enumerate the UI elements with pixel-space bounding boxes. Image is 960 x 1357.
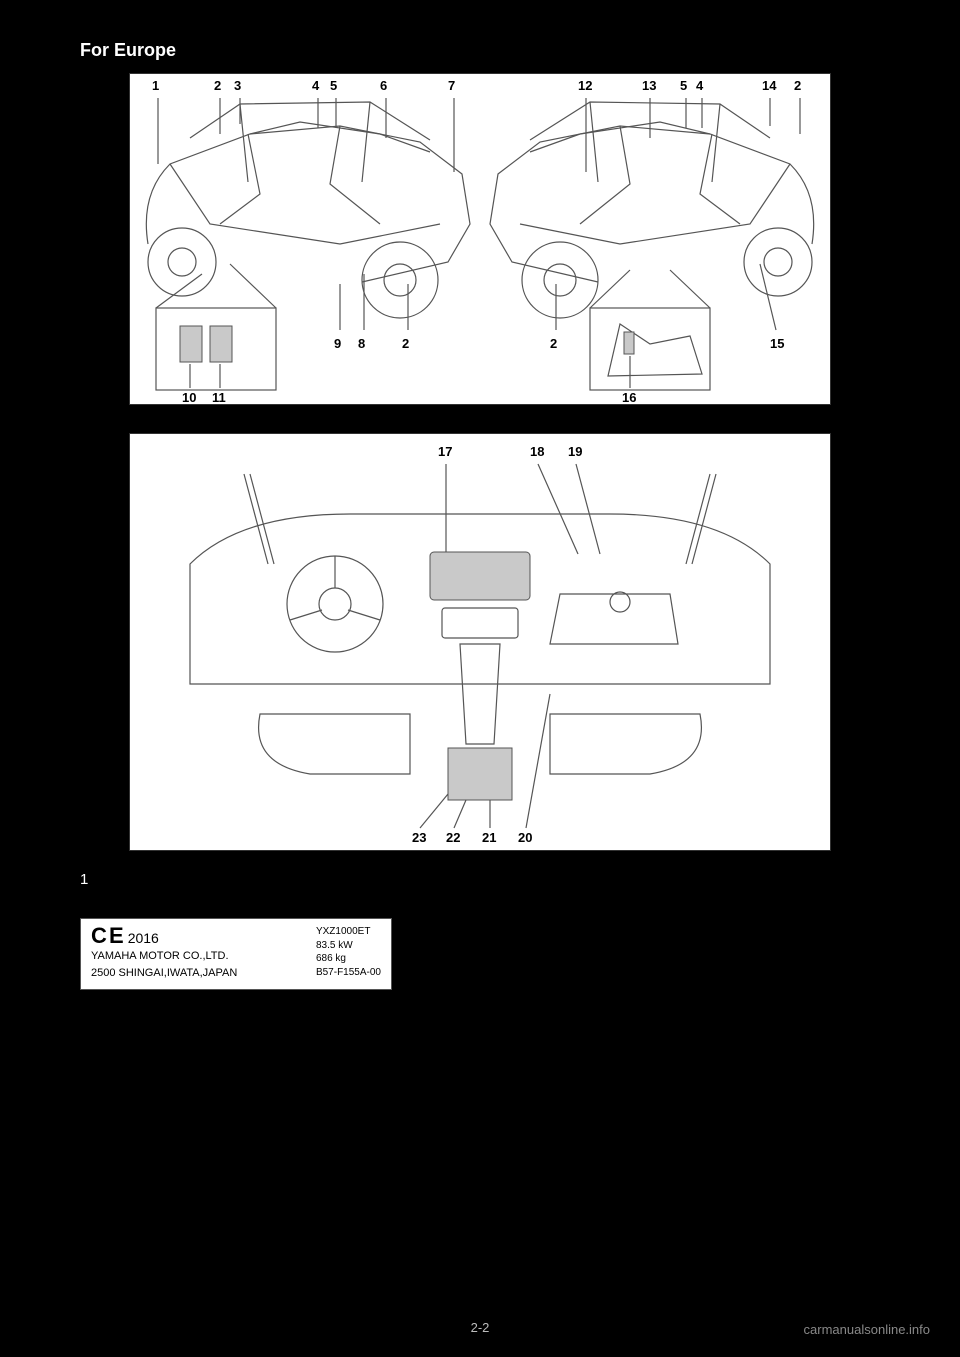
ce-mark-icon: C E <box>91 925 122 947</box>
figure-interior: 17 18 19 23 22 21 20 <box>129 433 831 851</box>
callout-22: 22 <box>446 830 460 845</box>
callout-7: 7 <box>448 78 455 93</box>
callout-4b: 4 <box>696 78 703 93</box>
callout-5b: 5 <box>680 78 687 93</box>
label-caption: 1 <box>80 871 880 888</box>
footer-site: carmanualsonline.info <box>804 1322 930 1337</box>
plate-year: 2016 <box>128 930 159 946</box>
callout-9: 9 <box>334 336 341 351</box>
callout-4a: 4 <box>312 78 319 93</box>
callout-20: 20 <box>518 830 532 845</box>
callout-2b: 2 <box>794 78 801 93</box>
callout-23: 23 <box>412 830 426 845</box>
spec-plate: C E 2016 YAMAHA MOTOR CO.,LTD. 2500 SHIN… <box>80 918 392 990</box>
callout-2a: 2 <box>214 78 221 93</box>
plate-part: B57-F155A-00 <box>316 966 381 980</box>
callout-2c: 2 <box>402 336 409 351</box>
callout-19: 19 <box>568 444 582 459</box>
callout-8: 8 <box>358 336 365 351</box>
callout-6: 6 <box>380 78 387 93</box>
callout-11: 11 <box>212 390 226 405</box>
callout-16: 16 <box>622 390 636 405</box>
callout-12: 12 <box>578 78 592 93</box>
callout-17: 17 <box>438 444 452 459</box>
callout-5a: 5 <box>330 78 337 93</box>
plate-power: 83.5 kW <box>316 939 381 953</box>
callout-2d: 2 <box>550 336 557 351</box>
plate-mass: 686 kg <box>316 952 381 966</box>
callout-10: 10 <box>182 390 196 405</box>
callout-14: 14 <box>762 78 776 93</box>
callout-18: 18 <box>530 444 544 459</box>
plate-address: 2500 SHINGAI,IWATA,JAPAN <box>91 966 237 981</box>
figure-side-views: 1 2 3 4 5 6 7 12 13 5 4 14 2 9 8 2 2 15 … <box>129 73 831 405</box>
section-title: For Europe <box>80 40 880 61</box>
callout-13: 13 <box>642 78 656 93</box>
callout-3: 3 <box>234 78 241 93</box>
callout-15: 15 <box>770 336 784 351</box>
page-number: 2-2 <box>471 1320 490 1335</box>
plate-model: YXZ1000ET <box>316 925 381 939</box>
callout-21: 21 <box>482 830 496 845</box>
plate-manufacturer: YAMAHA MOTOR CO.,LTD. <box>91 949 237 964</box>
callout-1: 1 <box>152 78 159 93</box>
